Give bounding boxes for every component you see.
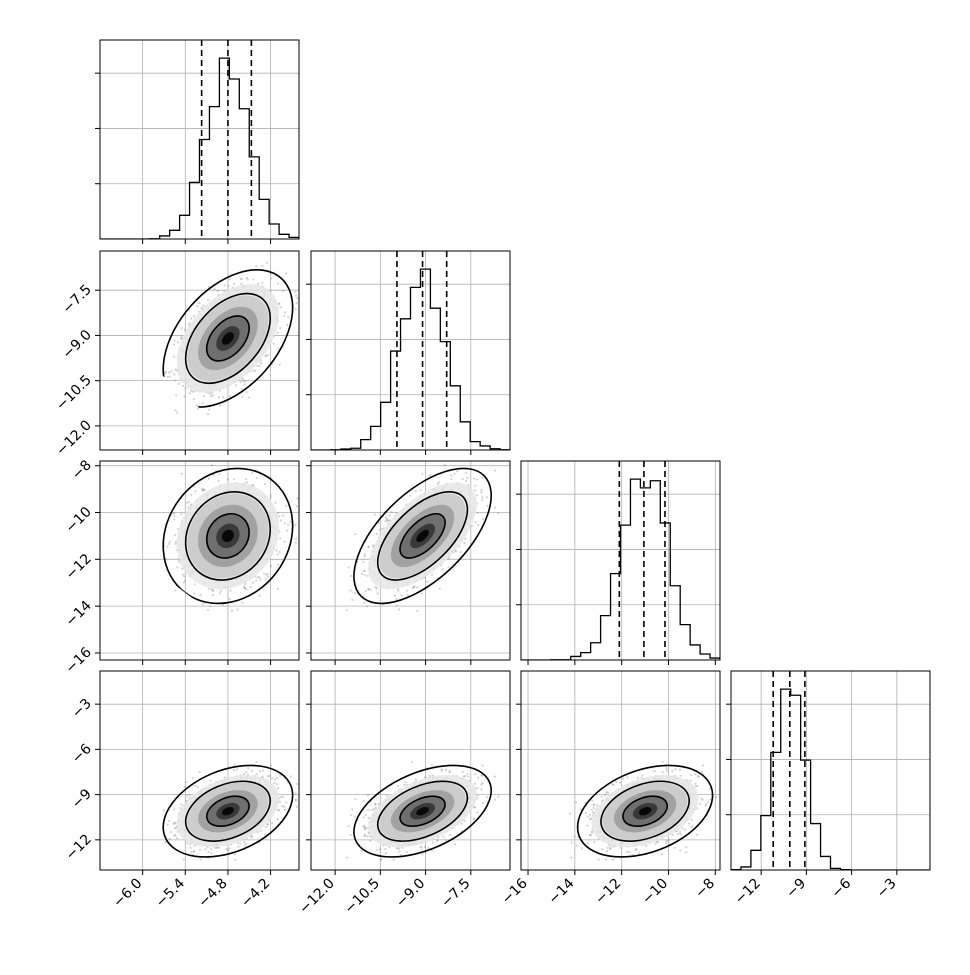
x-tick-label: −5.4 <box>153 875 188 910</box>
y-tick-label: −12 <box>63 831 95 863</box>
x-tick-label: −9.0 <box>393 876 428 911</box>
scatter-panel-3-1: −12.0−10.5 −9.0 −7.5 <box>296 671 510 917</box>
x-tick-label: −16 <box>499 875 531 907</box>
y-tick-label: −7.5 <box>59 282 94 317</box>
x-tick-label: −12 <box>732 876 764 908</box>
x-tick-label: −8 <box>692 876 718 902</box>
histogram-panel-3: −12 −9 −6 −3 <box>726 671 930 908</box>
y-tick-label: −14 <box>63 598 95 630</box>
y-tick-label: −6 <box>69 741 95 767</box>
y-tick-label: −8 <box>69 457 95 483</box>
x-tick-label: −7.5 <box>438 876 473 911</box>
x-tick-label: −3 <box>874 876 900 902</box>
x-tick-label: −10 <box>639 876 671 908</box>
histogram-panel-0 <box>95 40 299 244</box>
scatter-panel-2-0: −16 −14 −12 −10 −8 <box>63 443 320 677</box>
x-tick-label: −6.0 <box>110 876 145 911</box>
y-tick-label: −9 <box>69 786 95 812</box>
histogram-step <box>100 58 299 239</box>
scatter-panel-3-2: −16 −14 −12 −10 −8 <box>499 671 726 908</box>
histogram-step <box>311 269 510 450</box>
x-tick-label: −10.5 <box>342 876 384 918</box>
panel-frame <box>311 251 510 450</box>
x-tick-label: −4.2 <box>238 876 273 911</box>
x-tick-label: −12 <box>592 876 624 908</box>
scatter-panel-2-1 <box>306 445 514 665</box>
x-tick-label: −4.8 <box>195 876 230 911</box>
x-tick-label: −6 <box>829 875 855 901</box>
y-tick-label: −12.0 <box>53 417 95 459</box>
y-tick-label: −10 <box>63 504 95 536</box>
scatter-panel-3-0: −12 −9 −6 −3 −6.0−5.4−4.8−4.2 <box>63 671 307 911</box>
y-tick-label: −12 <box>63 551 95 583</box>
y-tick-label: −9.0 <box>59 327 94 362</box>
histogram-panel-1 <box>306 251 510 455</box>
x-tick-label: −14 <box>545 875 577 907</box>
histogram-panel-2 <box>516 461 720 665</box>
y-tick-label: −10.5 <box>53 372 95 414</box>
y-tick-label: −16 <box>63 644 95 676</box>
y-tick-label: −3 <box>69 696 95 722</box>
histogram-step <box>521 479 720 660</box>
scatter-panel-1-0: −12.0−10.5 −9.0 −7.5 <box>53 245 318 459</box>
x-tick-label: −9 <box>783 876 809 902</box>
x-tick-label: −12.0 <box>296 876 338 918</box>
